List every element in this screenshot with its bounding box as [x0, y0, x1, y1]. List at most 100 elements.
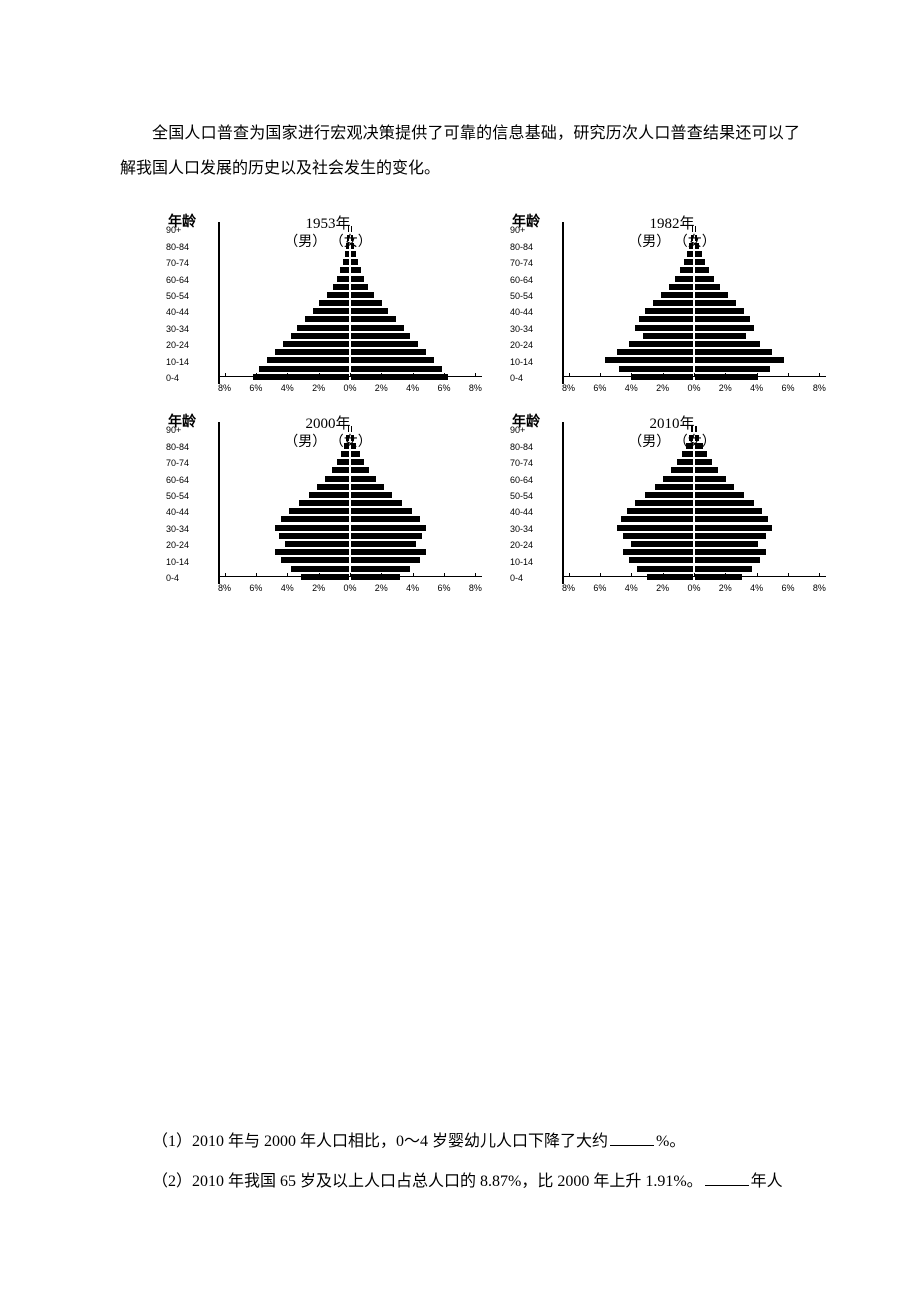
- bar-male: [291, 333, 349, 339]
- x-tick: 2%: [375, 579, 388, 599]
- bar-row: [230, 243, 470, 250]
- bar-male: [682, 451, 693, 457]
- bar-female: [351, 451, 360, 457]
- bar-male: [653, 300, 693, 306]
- bar-female: [351, 476, 376, 482]
- bar-row: [574, 325, 814, 332]
- bar-female: [351, 484, 384, 490]
- bar-female: [695, 357, 784, 363]
- bar-row: [574, 566, 814, 573]
- bar-female: [695, 349, 772, 355]
- bar-row: [230, 226, 470, 233]
- bar-row: [230, 426, 470, 433]
- bar-male: [333, 284, 349, 290]
- pyramid-bars: [230, 226, 470, 382]
- bar-female: [695, 276, 714, 282]
- bar-male: [297, 325, 349, 331]
- bar-male: [635, 500, 693, 506]
- bar-row: [230, 276, 470, 283]
- bar-row: [574, 516, 814, 523]
- bar-row: [574, 508, 814, 515]
- q1-blank[interactable]: [610, 1129, 654, 1146]
- bar-female: [695, 243, 699, 249]
- bar-row: [574, 316, 814, 323]
- bar-male: [686, 443, 693, 449]
- bar-row: [230, 500, 470, 507]
- bar-row: [574, 243, 814, 250]
- bar-male: [309, 492, 349, 498]
- bar-male: [327, 292, 349, 298]
- document-page: 全国人口普查为国家进行宏观决策提供了可靠的信息基础，研究历次人口普查结果还可以了…: [0, 0, 920, 1263]
- pyramid-1982: 年龄1982年（男） （女）90+80-8470-7460-6450-5440-…: [504, 204, 840, 404]
- questions-block: （1）2010 年与 2000 年人口相比，0～4 岁婴幼儿人口下降了大约%。 …: [120, 1124, 800, 1198]
- bar-row: [574, 267, 814, 274]
- bar-row: [230, 357, 470, 364]
- bar-male: [279, 533, 349, 539]
- q2-blank[interactable]: [705, 1169, 749, 1186]
- bar-female: [695, 235, 697, 241]
- x-tick: 8%: [562, 579, 575, 599]
- bar-female: [351, 243, 354, 249]
- bar-row: [230, 300, 470, 307]
- bar-female: [695, 549, 766, 555]
- bar-row: [574, 284, 814, 291]
- bar-female: [351, 467, 369, 473]
- bar-male: [337, 459, 349, 465]
- bar-male: [283, 341, 349, 347]
- bar-female: [351, 459, 364, 465]
- bar-female: [351, 525, 426, 531]
- bar-female: [351, 566, 410, 572]
- bar-row: [230, 259, 470, 266]
- bar-row: [230, 316, 470, 323]
- y-axis: [562, 422, 564, 584]
- bar-row: [574, 308, 814, 315]
- bar-row: [574, 426, 814, 433]
- bar-female: [351, 300, 382, 306]
- bar-row: [230, 349, 470, 356]
- x-tick: 2%: [656, 579, 669, 599]
- bar-row: [574, 435, 814, 442]
- bar-female: [351, 435, 354, 441]
- bar-female: [695, 467, 718, 473]
- bar-male: [637, 566, 693, 572]
- bar-row: [574, 557, 814, 564]
- bar-row: [230, 341, 470, 348]
- bar-male: [663, 476, 693, 482]
- bar-female: [351, 308, 388, 314]
- bar-row: [230, 325, 470, 332]
- bar-row: [230, 366, 470, 373]
- bar-male: [629, 557, 693, 563]
- bar-male: [645, 308, 693, 314]
- question-1: （1）2010 年与 2000 年人口相比，0～4 岁婴幼儿人口下降了大约%。: [120, 1124, 800, 1159]
- bar-row: [574, 484, 814, 491]
- bar-male: [299, 500, 349, 506]
- bar-row: [574, 357, 814, 364]
- bar-female: [351, 316, 396, 322]
- bar-male: [319, 300, 349, 306]
- bar-row: [574, 549, 814, 556]
- bar-row: [574, 251, 814, 258]
- x-tick: 4%: [406, 379, 419, 399]
- bar-female: [695, 226, 696, 232]
- bar-female: [695, 508, 762, 514]
- bar-female: [351, 366, 442, 372]
- bar-female: [695, 341, 760, 347]
- bar-female: [695, 366, 770, 372]
- bar-row: [574, 451, 814, 458]
- bar-male: [643, 333, 693, 339]
- bar-male: [671, 467, 693, 473]
- bar-male: [675, 276, 693, 282]
- x-tick: 8%: [469, 579, 482, 599]
- chart-row-2: 年龄2000年（男） （女）90+80-8470-7460-6450-5440-…: [160, 404, 840, 604]
- pyramid-1953: 年龄1953年（男） （女）90+80-8470-7460-6450-5440-…: [160, 204, 496, 404]
- bar-male: [635, 325, 693, 331]
- bar-female: [695, 476, 726, 482]
- bar-row: [574, 349, 814, 356]
- bar-female: [695, 300, 736, 306]
- x-tick: 4%: [750, 579, 763, 599]
- pyramid-2010: 年龄2010年（男） （女）90+80-8470-7460-6450-5440-…: [504, 404, 840, 604]
- bar-male: [275, 549, 349, 555]
- x-tick: 2%: [312, 579, 325, 599]
- bar-row: [574, 276, 814, 283]
- bar-female: [695, 251, 702, 257]
